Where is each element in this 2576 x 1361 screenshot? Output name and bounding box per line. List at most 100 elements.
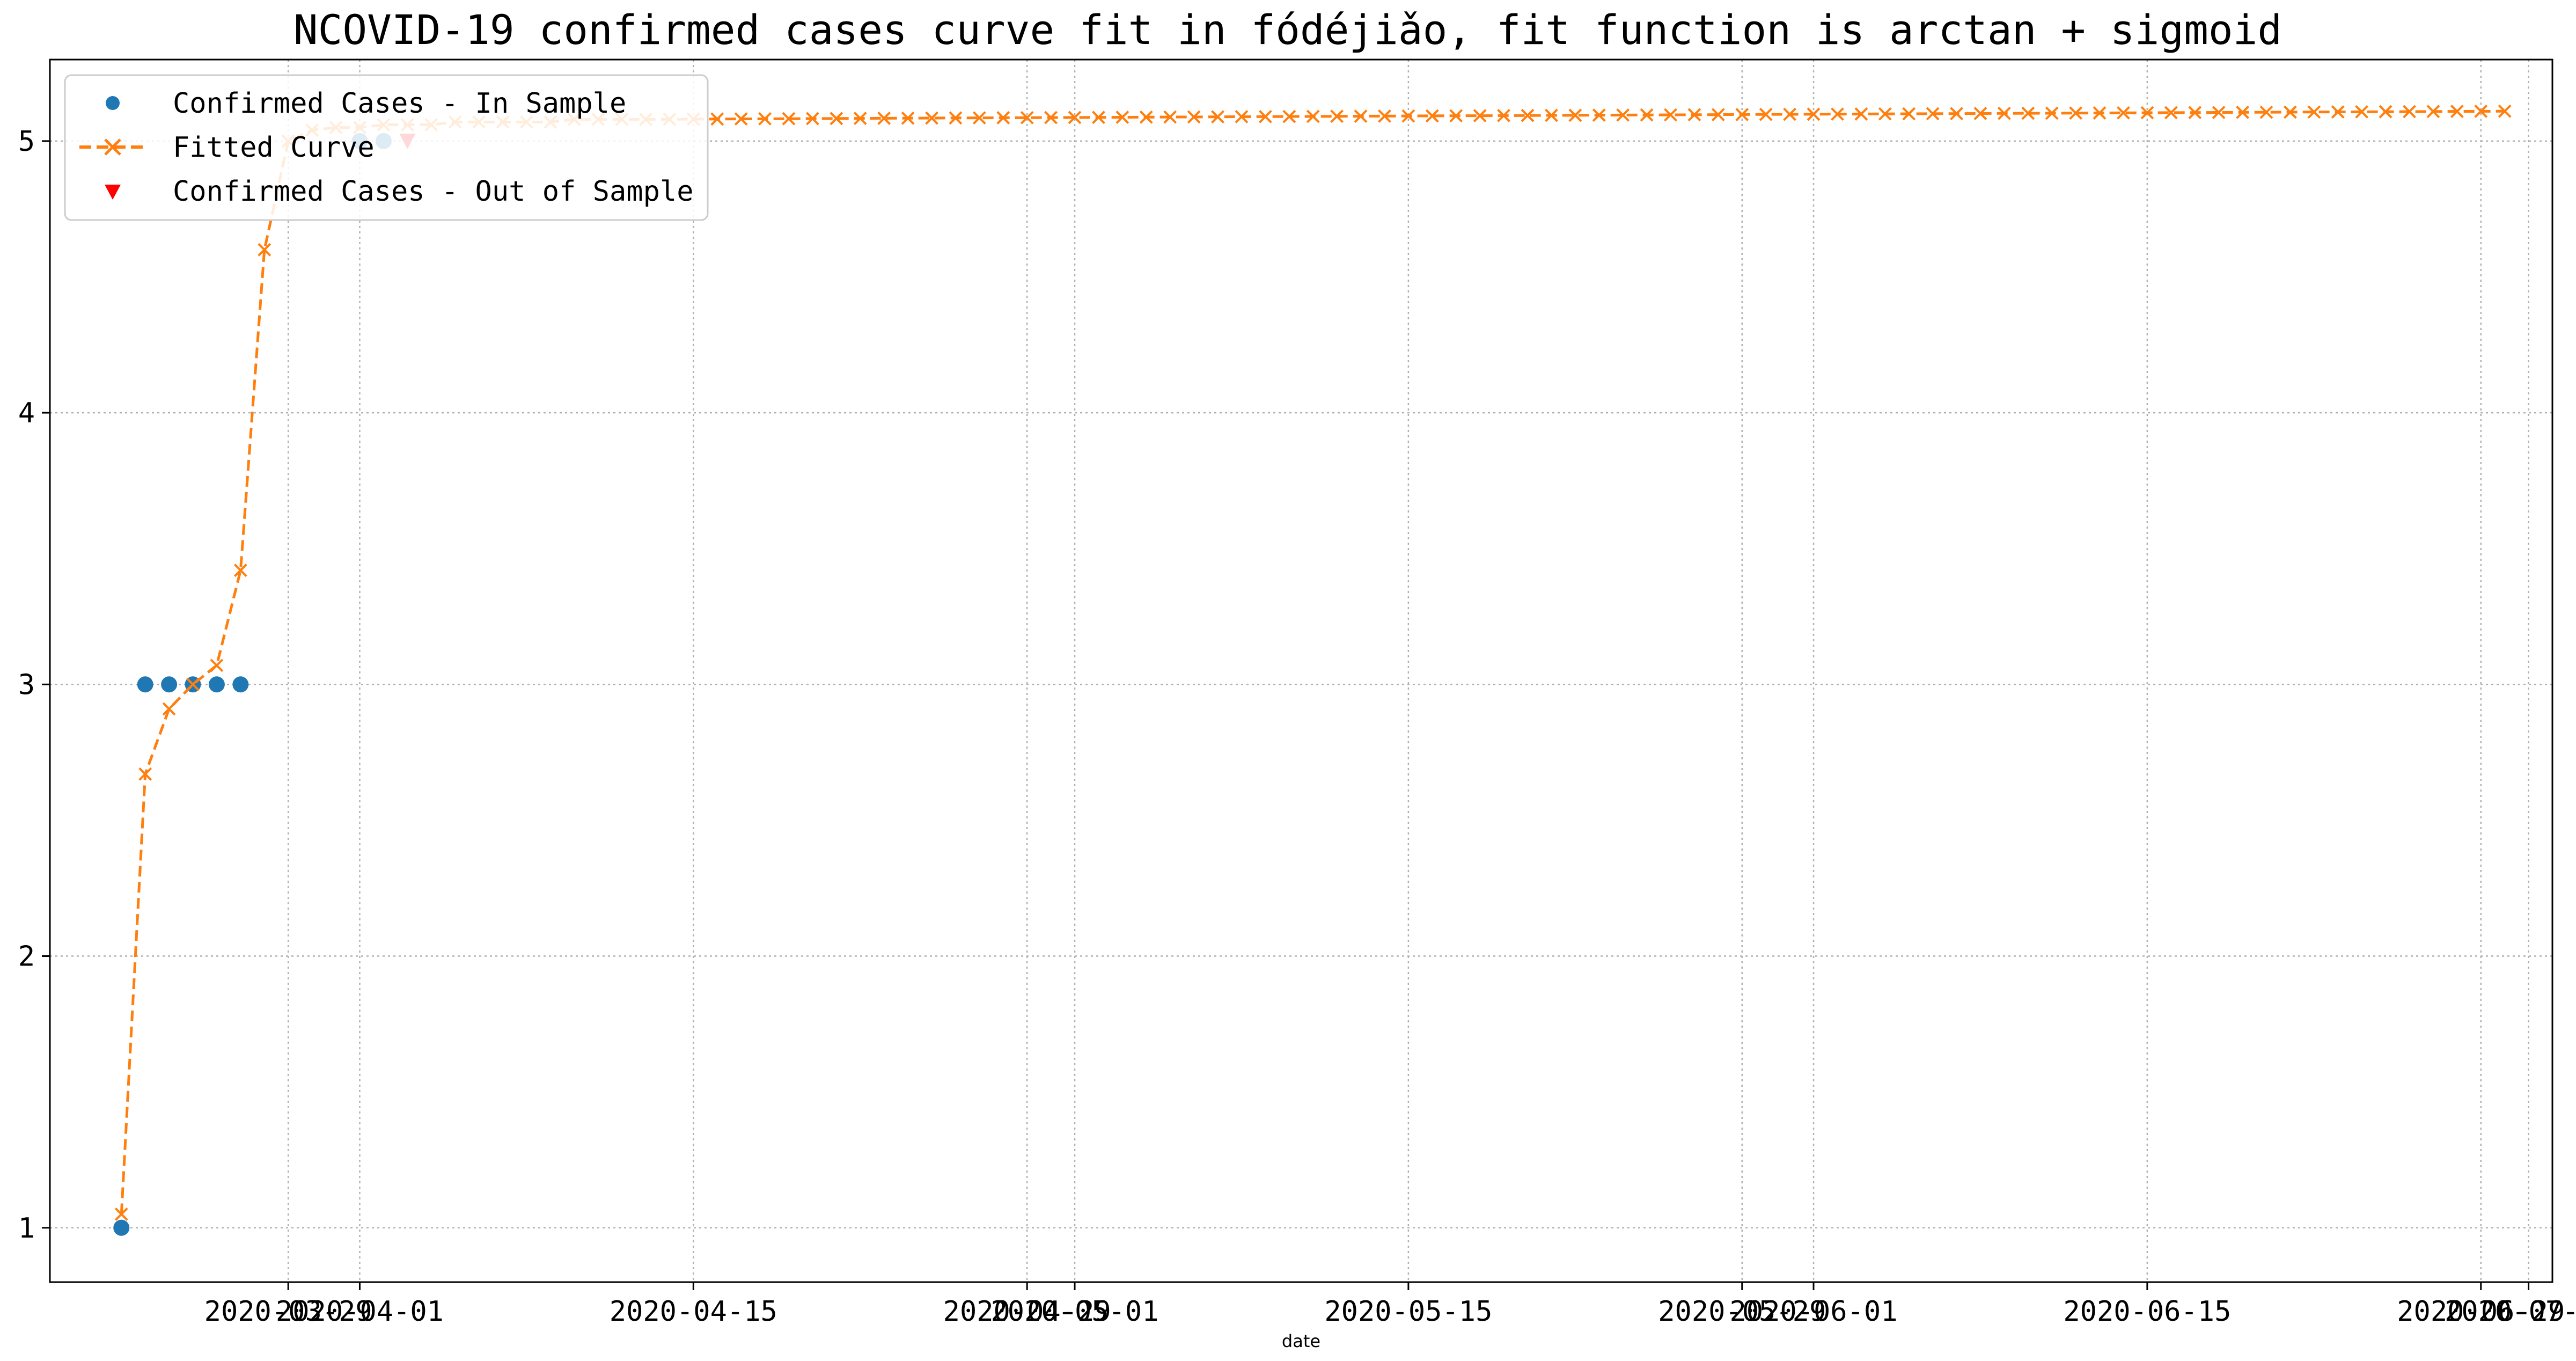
grid xyxy=(50,60,2552,1282)
fitted-curve-marker xyxy=(1211,110,1224,124)
fitted-curve-marker xyxy=(1854,107,1868,121)
fitted-curve-marker xyxy=(2188,106,2202,120)
fitted-curve-marker xyxy=(1568,108,1582,122)
fitted-curve-marker xyxy=(2069,106,2083,120)
fitted-curve-marker xyxy=(1735,107,1749,121)
legend-out-sample-label: Confirmed Cases - Out of Sample xyxy=(173,175,694,208)
fitted-curve-marker xyxy=(2164,106,2178,120)
fitted-curve-marker xyxy=(925,111,938,125)
in-sample-point xyxy=(232,676,249,693)
fitted-curve-marker xyxy=(2093,106,2107,120)
fitted-curve-marker xyxy=(1425,109,1439,123)
fitted-curve-marker xyxy=(233,564,247,577)
x-tick-label: 2020-06-01 xyxy=(1729,1296,1897,1328)
fitted-curve-marker xyxy=(1997,106,2011,120)
chart-title: NCOVID-19 confirmed cases curve fit in f… xyxy=(293,6,2282,54)
fitted-curve-marker xyxy=(1973,107,1987,120)
fitted-curve-marker xyxy=(2426,105,2440,119)
fitted-curve-marker xyxy=(1687,108,1701,122)
fitted-curve-marker xyxy=(972,111,986,125)
legend-out-sample-marker xyxy=(105,185,121,200)
fitted-curve-marker xyxy=(2450,105,2464,118)
legend-fitted-marker xyxy=(104,138,121,156)
fitted-curve-marker xyxy=(258,243,271,257)
fitted-curve-marker xyxy=(1139,110,1153,124)
fitted-curve-marker xyxy=(1068,111,1082,125)
fitted-curve-marker xyxy=(1235,110,1249,123)
legend-fitted-label: Fitted Curve xyxy=(173,131,375,164)
fitted-curve-marker xyxy=(2355,105,2369,119)
fitted-curve-marker xyxy=(1354,109,1368,123)
fitted-curve-marker xyxy=(1473,109,1487,122)
fitted-curve-marker xyxy=(2045,106,2059,120)
fitted-curve-marker xyxy=(1616,108,1630,122)
fitted-curve-marker xyxy=(2117,106,2130,120)
fitted-curve-marker xyxy=(114,1208,128,1221)
y-tick-label: 2 xyxy=(18,941,35,973)
fitted-curve-marker xyxy=(2379,105,2392,119)
fitted-curve-marker xyxy=(1544,108,1558,122)
fitted-curve-marker xyxy=(1497,108,1510,122)
fitted-curve-marker xyxy=(210,658,224,672)
x-tick-label: 2020-05-15 xyxy=(1324,1296,1492,1328)
fitted-curve-marker xyxy=(734,112,748,126)
fitted-curve-marker xyxy=(1330,109,1344,123)
fitted-curve-marker xyxy=(1187,110,1201,124)
fitted-curve-marker xyxy=(2307,105,2321,119)
fitted-curve-marker xyxy=(2259,105,2273,119)
x-tick-label: 2020-03-29 xyxy=(204,1296,372,1328)
series-layer xyxy=(113,104,2512,1236)
fitted-curve-marker xyxy=(2474,104,2488,118)
fitted-curve-marker xyxy=(1878,107,1892,121)
fitted-curve-marker xyxy=(710,112,724,126)
fitted-curve-marker xyxy=(1020,111,1034,125)
fitted-curve-marker xyxy=(2403,105,2416,119)
in-sample-point xyxy=(137,676,153,693)
x-axis-label: date xyxy=(1282,1331,1320,1351)
fitted-curve-marker xyxy=(1306,109,1320,123)
legend-in-sample-label: Confirmed Cases - In Sample xyxy=(173,87,626,120)
fitted-curve-marker xyxy=(138,767,152,781)
fitted-curve-marker xyxy=(1759,107,1773,121)
fitted-curve-marker xyxy=(2140,106,2154,120)
fitted-curve-marker xyxy=(2021,106,2035,120)
fitted-curve-marker xyxy=(1926,107,1940,121)
y-tick-label: 4 xyxy=(18,397,35,429)
x-tick-label: 2020-06-29 xyxy=(2397,1296,2565,1328)
in-sample-point xyxy=(113,1219,130,1236)
fitted-curve-marker xyxy=(1592,108,1606,122)
fitted-curve-marker xyxy=(1401,109,1415,123)
legend-in-sample-marker xyxy=(106,96,120,110)
fitted-curve-marker xyxy=(901,111,915,125)
legend-box xyxy=(64,74,709,221)
fitted-curve-marker xyxy=(1521,108,1535,122)
y-tick-label: 3 xyxy=(18,669,35,701)
fitted-curve-marker xyxy=(805,112,819,126)
x-tick-label: 2020-05-01 xyxy=(990,1296,1158,1328)
fitted-curve-marker xyxy=(877,112,891,125)
x-tick-label: 2020-07-01 xyxy=(2445,1296,2576,1328)
fitted-curve-marker xyxy=(2212,106,2226,119)
fitted-curve-marker xyxy=(1282,109,1296,123)
fitted-curve-marker xyxy=(1378,109,1391,123)
fitted-curve-marker xyxy=(853,112,867,126)
fitted-curve-marker xyxy=(949,111,963,125)
x-tick-label: 2020-06-15 xyxy=(2063,1296,2231,1328)
x-tick-label: 2020-04-15 xyxy=(610,1296,777,1328)
fitted-curve-marker xyxy=(1449,109,1463,123)
x-tick-label: 2020-05-29 xyxy=(1658,1296,1826,1328)
fitted-curve-marker xyxy=(1044,111,1058,125)
legend: Confirmed Cases - In Sample Fitted Curve… xyxy=(64,74,709,221)
fitted-curve-marker xyxy=(1258,109,1272,123)
fitted-curve-marker xyxy=(1115,111,1129,124)
plot-frame xyxy=(49,58,2553,1283)
fitted-curve-marker xyxy=(2236,105,2249,119)
fitted-curve-marker xyxy=(1950,107,1963,121)
fitted-curve-marker xyxy=(2331,105,2345,119)
in-sample-point xyxy=(208,676,225,693)
fitted-curve-marker xyxy=(1902,107,1916,121)
fitted-curve-marker xyxy=(1664,108,1677,122)
x-tick-label: 2020-04-01 xyxy=(276,1296,444,1328)
